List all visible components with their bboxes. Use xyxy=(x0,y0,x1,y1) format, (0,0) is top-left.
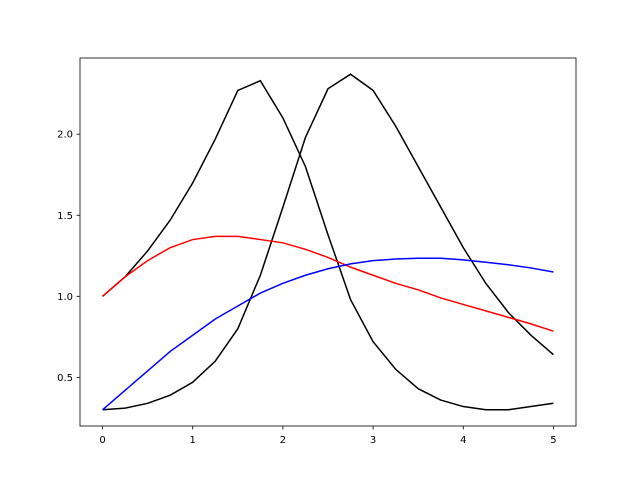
y-tick-label: 1.0 xyxy=(57,292,73,303)
y-tick-label: 0.5 xyxy=(57,373,73,384)
y-tick-label: 1.5 xyxy=(57,211,73,222)
x-tick-label: 3 xyxy=(370,435,376,446)
x-tick-label: 2 xyxy=(280,435,286,446)
y-tick-label: 2.0 xyxy=(57,130,73,141)
axes-frame xyxy=(79,57,577,427)
x-tick-label: 5 xyxy=(550,435,556,446)
x-tick-label: 4 xyxy=(460,435,466,446)
line-series xyxy=(102,257,554,411)
line-series xyxy=(102,73,554,411)
line-series xyxy=(102,235,554,332)
line-series xyxy=(102,79,554,411)
x-tick-label: 0 xyxy=(99,435,105,446)
x-tick-label: 1 xyxy=(190,435,196,446)
